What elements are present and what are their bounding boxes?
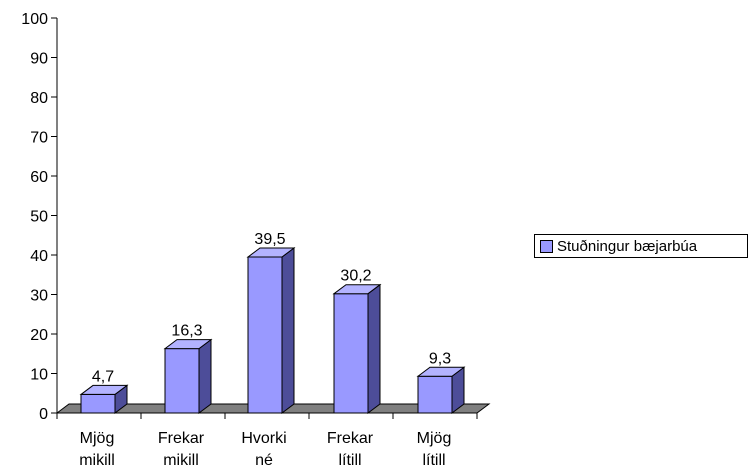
bar-top [79, 384, 129, 395]
bar [332, 283, 382, 414]
bar [79, 384, 129, 414]
data-label: 39,5 [254, 231, 285, 248]
legend-label: Stuðningur bæjarbúa [557, 237, 698, 255]
x-tick-label: lítill [338, 452, 361, 469]
y-tick-label: 60 [30, 169, 48, 186]
y-tick-label: 80 [30, 90, 48, 107]
y-tick-label: 100 [21, 11, 48, 28]
bar [246, 246, 296, 414]
bar-top [246, 247, 296, 258]
bar-top [332, 284, 382, 295]
x-tick-label: né [255, 452, 273, 469]
x-tick-label: Mjög [80, 430, 115, 447]
data-label: 30,2 [340, 268, 371, 285]
bar [416, 366, 466, 414]
bar-front [417, 375, 453, 414]
y-tick-label: 50 [30, 209, 48, 226]
x-tick-label: mikill [79, 452, 115, 469]
y-tick-label: 90 [30, 51, 48, 68]
bar-front [333, 293, 369, 414]
bar-top [163, 339, 213, 350]
y-tick-label: 30 [30, 288, 48, 305]
y-tick-label: 10 [30, 367, 48, 384]
bar-front [247, 256, 283, 414]
bar-front [80, 393, 116, 414]
y-tick-label: 70 [30, 130, 48, 147]
x-tick-label: Hvorki [241, 430, 286, 447]
x-tick-label: Mjög [417, 430, 452, 447]
data-label: 16,3 [171, 323, 202, 340]
x-tick-label: lítill [422, 452, 445, 469]
bar-side [367, 283, 381, 414]
y-tick-label: 20 [30, 327, 48, 344]
y-tick-label: 0 [39, 406, 48, 423]
x-tick-label: mikill [163, 452, 199, 469]
bar [163, 338, 213, 414]
bar-side [198, 338, 212, 414]
bar-front [164, 348, 200, 414]
data-label: 9,3 [429, 350, 451, 367]
data-label: 4,7 [92, 368, 114, 385]
legend: Stuðningur bæjarbúa [534, 234, 748, 258]
bar-side [281, 246, 295, 414]
y-tick-label: 40 [30, 248, 48, 265]
x-tick-label: Frekar [158, 430, 205, 447]
bar-top [416, 366, 466, 377]
x-tick-label: Frekar [327, 430, 374, 447]
legend-swatch [540, 239, 553, 253]
